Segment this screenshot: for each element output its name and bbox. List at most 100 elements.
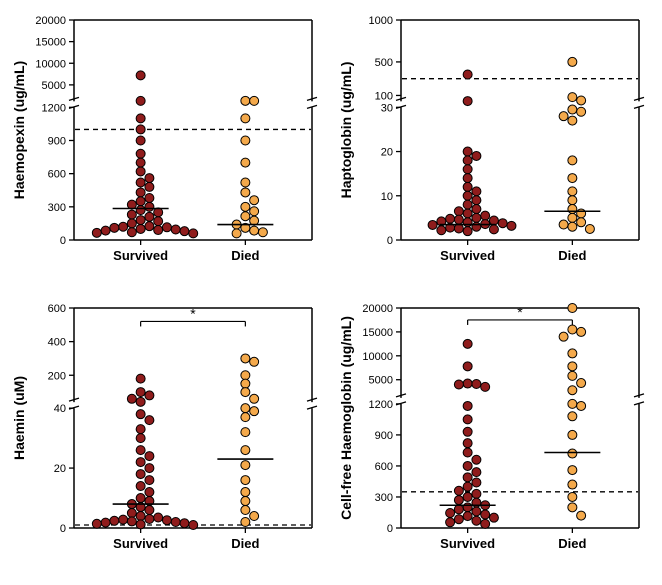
data-point [127, 228, 136, 237]
data-point [463, 511, 472, 520]
data-point [101, 226, 110, 235]
sig-label: * [517, 303, 523, 319]
data-point [472, 477, 481, 486]
data-point [472, 151, 481, 160]
data-point [145, 514, 154, 523]
data-point [145, 451, 154, 460]
data-point [463, 361, 472, 370]
data-point [127, 210, 136, 219]
data-point [446, 214, 455, 223]
data-point [136, 197, 145, 206]
figure-grid: 030060090012005000100001500020000Survive… [0, 0, 662, 585]
data-point [154, 217, 163, 226]
data-point [145, 222, 154, 231]
data-point [463, 97, 472, 106]
ytick-label: 0 [60, 523, 66, 535]
data-point [568, 430, 577, 439]
ytick-label: 400 [48, 336, 66, 348]
data-point [472, 213, 481, 222]
data-point [463, 165, 472, 174]
data-point [463, 339, 472, 348]
data-point [136, 96, 145, 105]
data-point [145, 193, 154, 202]
x-category-label: Died [231, 536, 259, 551]
x-category-label: Survived [113, 536, 168, 551]
data-point [463, 147, 472, 156]
data-point [136, 424, 145, 433]
data-point [250, 96, 259, 105]
data-point [127, 219, 136, 228]
ytick-label: 200 [48, 370, 66, 382]
data-point [250, 406, 259, 415]
data-point [463, 502, 472, 511]
ytick-label: 20000 [362, 303, 393, 315]
data-point [241, 387, 250, 396]
panel-haemopexin: 030060090012005000100001500020000Survive… [6, 8, 325, 290]
data-point [119, 515, 128, 524]
data-point [250, 207, 259, 216]
data-point [154, 513, 163, 522]
data-point [568, 348, 577, 357]
data-point [481, 510, 490, 519]
data-point [136, 457, 145, 466]
data-point [136, 206, 145, 215]
data-point [577, 96, 586, 105]
data-point [127, 394, 136, 403]
data-point [241, 505, 250, 514]
data-point [507, 221, 516, 230]
data-point [136, 136, 145, 145]
data-point [232, 229, 241, 238]
x-category-label: Died [231, 248, 259, 263]
data-point [463, 438, 472, 447]
ytick-label: 100 [375, 90, 393, 102]
data-point [472, 222, 481, 231]
ytick-label: 1200 [369, 398, 393, 410]
data-point [472, 467, 481, 476]
data-point [559, 112, 568, 121]
x-category-label: Survived [440, 536, 495, 551]
data-point [241, 445, 250, 454]
data-point [250, 394, 259, 403]
data-point [577, 218, 586, 227]
data-point [110, 223, 119, 232]
sig-label: * [190, 305, 196, 321]
data-point [241, 460, 250, 469]
data-point [162, 223, 171, 232]
data-point [463, 182, 472, 191]
data-point [250, 357, 259, 366]
data-point [145, 202, 154, 211]
data-point [463, 401, 472, 410]
ytick-label: 40 [54, 403, 66, 415]
data-point [463, 427, 472, 436]
data-point [454, 207, 463, 216]
data-point [136, 125, 145, 134]
data-point [145, 182, 154, 191]
data-point [145, 463, 154, 472]
y-axis-label: Cell-free Haemoglobin (ug/mL) [338, 316, 354, 520]
data-point [463, 447, 472, 456]
data-point [454, 379, 463, 388]
data-point [162, 515, 171, 524]
data-point [189, 229, 198, 238]
ytick-label: 300 [375, 491, 393, 503]
data-point [136, 481, 145, 490]
ytick-label: 600 [375, 460, 393, 472]
data-point [136, 188, 145, 197]
data-point [568, 213, 577, 222]
data-point [241, 202, 250, 211]
data-point [568, 492, 577, 501]
y-axis-label: Haptoglobin (ug/mL) [338, 62, 354, 199]
data-point [136, 493, 145, 502]
data-point [241, 353, 250, 362]
data-point [568, 196, 577, 205]
data-point [454, 514, 463, 523]
data-point [481, 211, 490, 220]
data-point [136, 397, 145, 406]
data-point [136, 409, 145, 418]
data-point [568, 502, 577, 511]
data-point [577, 107, 586, 116]
data-point [568, 361, 577, 370]
data-point [136, 167, 145, 176]
data-point [180, 518, 189, 527]
data-point [472, 205, 481, 214]
